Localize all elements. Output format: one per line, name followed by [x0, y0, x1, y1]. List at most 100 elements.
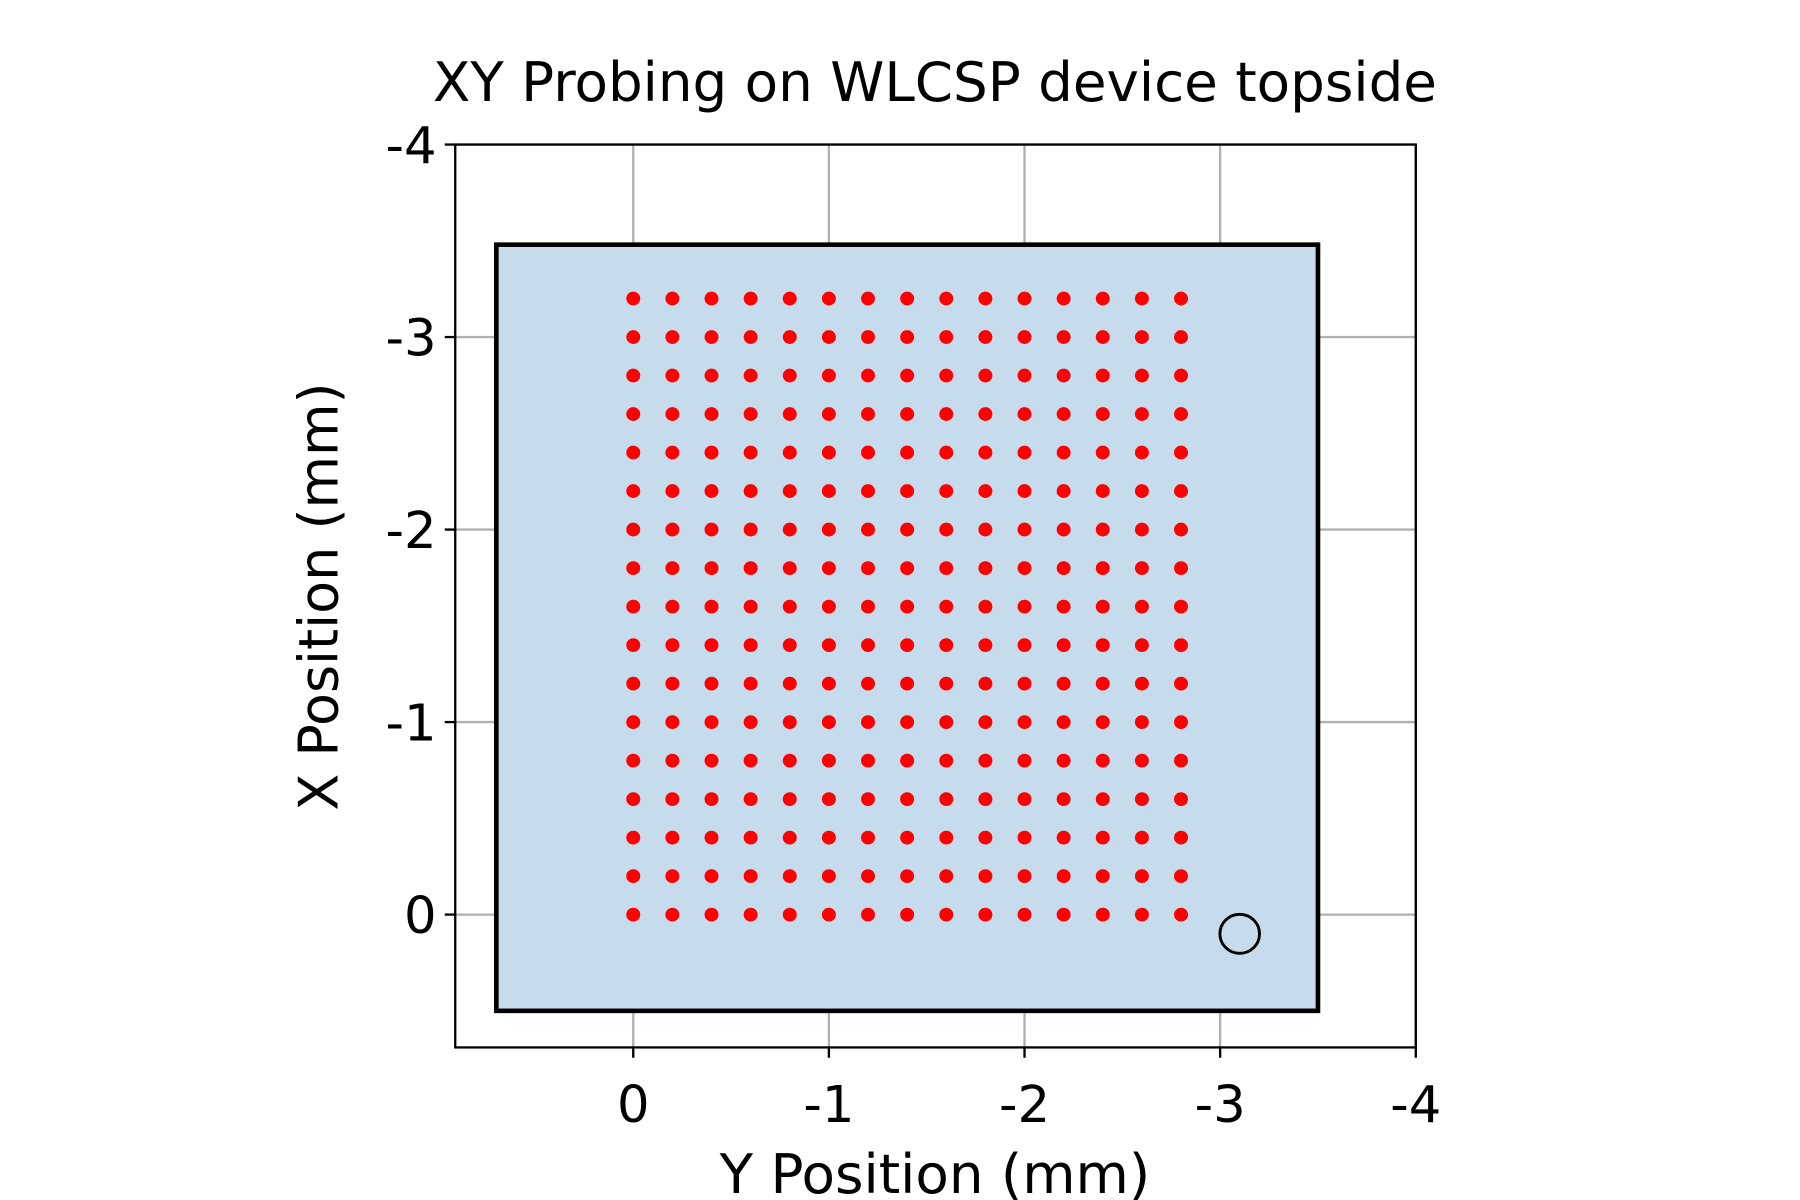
probe-point: [1095, 753, 1110, 768]
probe-point: [704, 830, 719, 845]
probe-point: [978, 638, 993, 652]
probe-point: [665, 445, 680, 460]
probe-point: [782, 407, 797, 421]
probe-point: [861, 753, 876, 768]
probe-point: [704, 330, 719, 344]
probe-point: [743, 599, 758, 614]
probe-point: [821, 907, 836, 922]
probe-point: [782, 830, 797, 845]
probe-point: [665, 830, 680, 845]
probe-point: [978, 907, 993, 922]
probe-point: [626, 561, 641, 575]
probe-point: [743, 792, 758, 806]
probe-point: [900, 792, 915, 806]
reference-marker: [1218, 912, 1261, 955]
probe-point: [1056, 330, 1071, 344]
probe-point: [978, 445, 993, 460]
probe-point: [939, 291, 954, 306]
probe-point: [1174, 561, 1189, 575]
probe-point: [626, 599, 641, 614]
probe-point: [704, 869, 719, 883]
x-tick-label: -4: [1390, 1075, 1441, 1134]
probe-point: [665, 907, 680, 922]
y-tick-label: -3: [386, 309, 437, 368]
probe-point: [1134, 869, 1149, 883]
probe-point: [861, 291, 876, 306]
probe-point: [900, 715, 915, 729]
probe-point: [665, 792, 680, 806]
probe-point: [1095, 561, 1110, 575]
probe-point: [782, 676, 797, 691]
probe-point: [978, 484, 993, 498]
probe-point: [978, 830, 993, 845]
probe-point: [743, 715, 758, 729]
probe-point: [782, 484, 797, 498]
probe-point: [861, 407, 876, 421]
probe-point: [1056, 561, 1071, 575]
probe-point: [1095, 445, 1110, 460]
probe-point: [1174, 599, 1189, 614]
probe-point: [1056, 792, 1071, 806]
probe-point: [821, 407, 836, 421]
probe-point: [704, 561, 719, 575]
probe-point: [900, 599, 915, 614]
probe-point: [665, 484, 680, 498]
probe-point: [821, 599, 836, 614]
probe-point: [1095, 368, 1110, 383]
probe-point: [1056, 445, 1071, 460]
probe-point: [665, 522, 680, 537]
probe-point: [1095, 522, 1110, 537]
probe-point: [1017, 561, 1032, 575]
probe-point: [821, 484, 836, 498]
probe-point: [1056, 599, 1071, 614]
probe-point: [821, 715, 836, 729]
probe-point: [939, 368, 954, 383]
probe-point: [1056, 522, 1071, 537]
probe-point: [665, 599, 680, 614]
probe-point: [900, 330, 915, 344]
probe-point: [821, 330, 836, 344]
probe-point: [1017, 484, 1032, 498]
probe-point: [704, 522, 719, 537]
probe-point: [861, 484, 876, 498]
probe-point: [821, 638, 836, 652]
probe-point: [978, 599, 993, 614]
probe-point: [626, 715, 641, 729]
probe-point: [1017, 907, 1032, 922]
probe-point: [1134, 330, 1149, 344]
probe-point: [1017, 753, 1032, 768]
y-axis-label: X Position (mm): [287, 382, 350, 810]
probe-point: [1174, 407, 1189, 421]
probe-point: [743, 676, 758, 691]
probe-point: [821, 869, 836, 883]
probe-point: [900, 445, 915, 460]
probe-point: [1174, 907, 1189, 922]
probe-point: [1095, 676, 1110, 691]
y-tick-label: 0: [404, 886, 437, 945]
probe-point: [1174, 522, 1189, 537]
probe-point: [1056, 753, 1071, 768]
probe-point: [1134, 368, 1149, 383]
probe-point: [665, 561, 680, 575]
probe-point: [1017, 522, 1032, 537]
probe-point: [1134, 753, 1149, 768]
probe-point: [1017, 368, 1032, 383]
probe-point: [900, 676, 915, 691]
probe-point: [1174, 792, 1189, 806]
probe-point: [978, 330, 993, 344]
probe-point: [900, 291, 915, 306]
probe-point: [743, 638, 758, 652]
probe-point: [743, 561, 758, 575]
probe-point: [704, 599, 719, 614]
probe-point: [978, 753, 993, 768]
probe-point: [939, 676, 954, 691]
axes-frame: [454, 143, 1417, 1049]
probe-point: [626, 830, 641, 845]
probe-point: [861, 445, 876, 460]
x-tick-label: -2: [999, 1075, 1050, 1134]
probe-point: [1134, 445, 1149, 460]
probe-point: [1017, 599, 1032, 614]
probe-point: [1174, 830, 1189, 845]
y-tick-label: -1: [386, 694, 437, 753]
